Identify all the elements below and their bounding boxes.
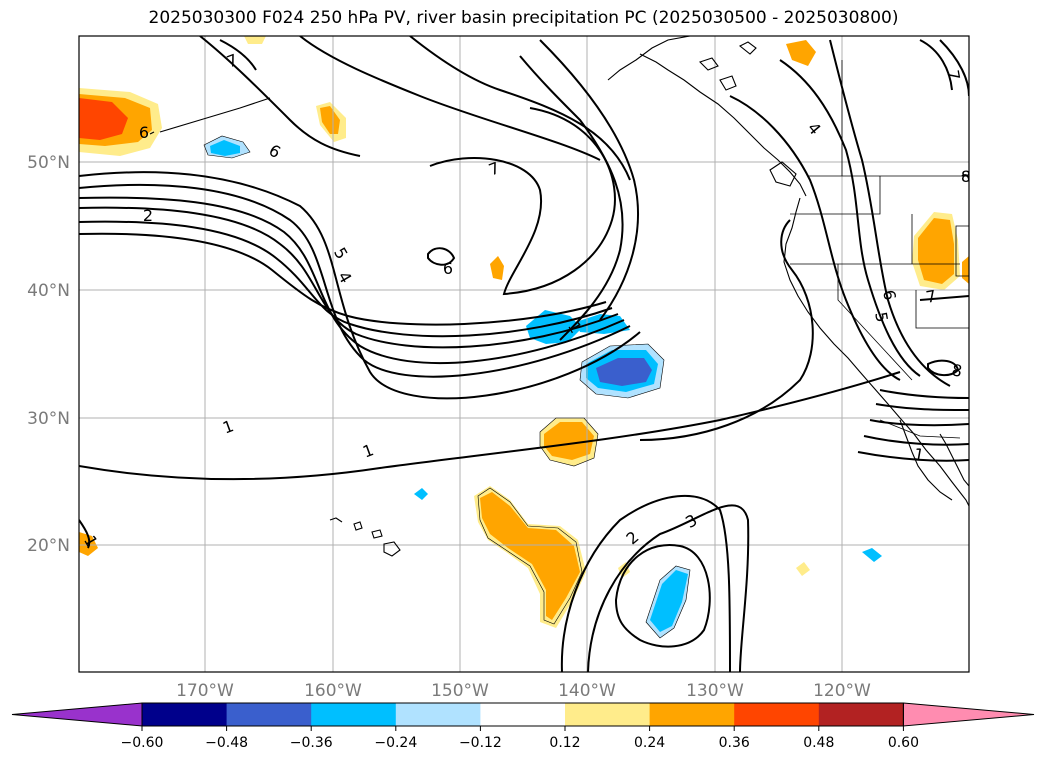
positive-anomaly — [918, 218, 954, 284]
colorbar-tick-label: −0.48 — [205, 735, 248, 751]
negative-anomaly — [862, 548, 882, 562]
colorbar-outline — [141, 702, 904, 727]
colorbar-swatch — [734, 703, 820, 726]
colorbar-swatch — [311, 703, 397, 726]
lat-label-20: 20°N — [27, 536, 70, 556]
lon-label-140w: 140°W — [558, 681, 616, 701]
positive-anomaly — [786, 40, 816, 66]
positive-anomaly — [244, 36, 266, 44]
contour-label: 7 — [924, 286, 937, 306]
negative-anomaly — [210, 140, 240, 156]
positive-anomaly — [544, 422, 594, 460]
colorbar-swatch — [649, 703, 735, 726]
colorbar-tick-label: −0.60 — [121, 735, 164, 751]
positive-anomaly — [490, 256, 504, 280]
negative-anomaly — [526, 310, 582, 344]
lat-label-40: 40°N — [27, 281, 70, 301]
colorbar-tick-label: −0.24 — [374, 735, 417, 751]
contour-label: 8 — [950, 360, 963, 380]
graticule — [79, 36, 969, 672]
colorbar: −0.60 −0.48 −0.36 −0.24 −0.12 0.12 0.24 0.36 0.4… — [11, 702, 1035, 751]
contour-label: 1 — [912, 444, 925, 464]
colorbar-extend-low — [11, 702, 143, 727]
positive-anomaly — [962, 256, 969, 284]
contour-label: 6 — [879, 288, 899, 301]
positive-anomaly — [480, 492, 580, 620]
negative-anomaly — [650, 570, 688, 632]
colorbar-tick-label: 0.48 — [803, 735, 834, 751]
colorbar-extend-high — [902, 702, 1035, 727]
lon-label-150w: 150°W — [431, 681, 489, 701]
latitude-labels: 50°N 40°N 30°N 20°N — [27, 153, 70, 556]
negative-anomaly — [596, 358, 652, 386]
colorbar-tick-label: 0.24 — [634, 735, 665, 751]
map-title: 2025030300 F024 250 hPa PV, river basin … — [148, 8, 899, 28]
lat-label-30: 30°N — [27, 409, 70, 429]
negative-anomaly — [576, 314, 630, 334]
lat-label-50: 50°N — [27, 153, 70, 173]
colorbar-swatch — [142, 703, 228, 726]
contour-label: 8 — [961, 167, 971, 186]
lon-label-160w: 160°W — [304, 681, 362, 701]
lon-label-130w: 130°W — [686, 681, 744, 701]
positive-anomaly — [79, 98, 128, 140]
negative-anomaly — [414, 488, 428, 500]
colorbar-tick-label: 0.36 — [719, 735, 750, 751]
colorbar-tick-label: −0.12 — [459, 735, 502, 751]
colorbar-swatch — [818, 703, 904, 726]
contour-label: 7 — [943, 68, 963, 81]
longitude-labels: 170°W 160°W 150°W 140°W 130°W 120°W — [176, 681, 871, 701]
colorbar-tick-label: −0.36 — [290, 735, 333, 751]
colorbar-swatch — [480, 703, 566, 726]
colorbar-swatch — [395, 703, 481, 726]
colorbar-swatch — [565, 703, 651, 726]
colorbar-tick-label: 0.60 — [888, 735, 919, 751]
lon-label-170w: 170°W — [176, 681, 234, 701]
contour-label: 2 — [143, 206, 153, 225]
contour-label: 6 — [443, 259, 453, 278]
contour-label: 5 — [871, 310, 891, 323]
lon-label-120w: 120°W — [813, 681, 871, 701]
positive-anomaly — [796, 562, 810, 576]
pv-contours — [79, 36, 969, 672]
contour-label: 6 — [139, 123, 149, 142]
positive-anomaly — [320, 106, 340, 134]
colorbar-swatch — [226, 703, 312, 726]
colorbar-tick-label: 0.12 — [549, 735, 580, 751]
